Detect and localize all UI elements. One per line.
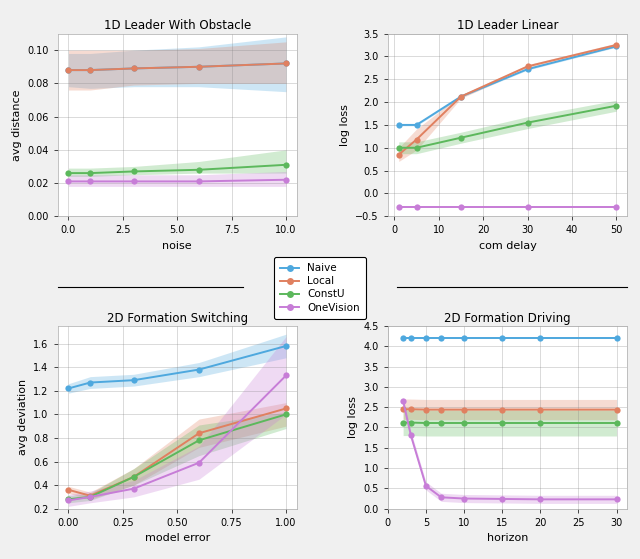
Title: 2D Formation Driving: 2D Formation Driving [444,312,571,325]
X-axis label: com delay: com delay [479,241,536,251]
Y-axis label: avg deviation: avg deviation [18,379,28,456]
X-axis label: horizon: horizon [487,533,528,543]
Title: 1D Leader With Obstacle: 1D Leader With Obstacle [104,20,251,32]
Y-axis label: log loss: log loss [348,396,358,438]
Title: 1D Leader Linear: 1D Leader Linear [457,20,558,32]
X-axis label: noise: noise [163,241,192,251]
Legend: Naive, Local, ConstU, OneVision: Naive, Local, ConstU, OneVision [274,257,366,319]
Title: 2D Formation Switching: 2D Formation Switching [107,312,248,325]
Y-axis label: avg distance: avg distance [12,89,22,160]
Y-axis label: log loss: log loss [340,104,350,146]
X-axis label: model error: model error [145,533,210,543]
